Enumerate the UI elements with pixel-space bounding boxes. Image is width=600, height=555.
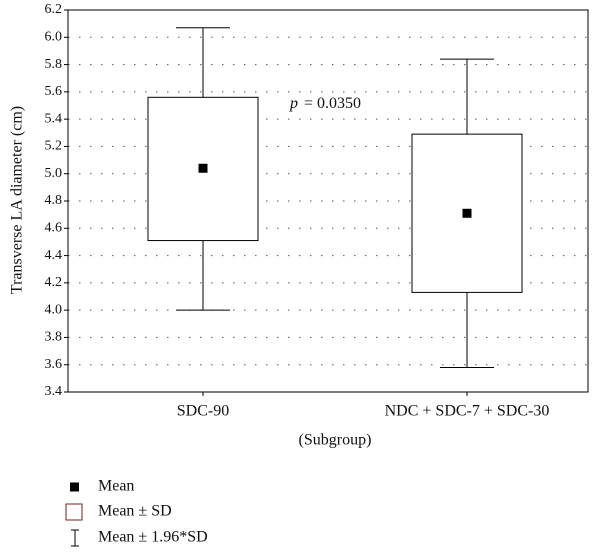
y-tick-label: 4.0 (45, 302, 63, 317)
y-tick-label: 5.8 (45, 57, 63, 72)
y-tick-label: 5.2 (45, 139, 63, 154)
y-tick-label: 6.2 (45, 2, 63, 17)
y-tick-label: 4.8 (45, 193, 63, 208)
y-tick-label: 4.4 (45, 248, 63, 263)
y-tick-label: 3.4 (45, 384, 63, 399)
x-tick-label: NDC + SDC-7 + SDC-30 (385, 403, 550, 420)
y-tick-label: 3.6 (45, 357, 63, 372)
legend-mean-marker (70, 482, 79, 492)
plot-frame (67, 9, 589, 393)
legend-label: Mean ± SD (98, 503, 172, 520)
legend-sd-marker (65, 503, 83, 521)
y-tick-label: 5.0 (45, 166, 63, 181)
y-tick-label: 3.8 (45, 330, 63, 345)
y-tick-label: 5.4 (45, 111, 63, 126)
annotation-text: = 0.0350 (304, 95, 361, 112)
annotation: p = 0.0350 (289, 95, 361, 112)
legend-label: Mean (98, 478, 134, 495)
mean-marker (462, 208, 472, 218)
y-tick-label: 5.6 (45, 84, 63, 99)
x-axis-label: (Subgroup) (299, 432, 372, 449)
y-tick-label: 4.2 (45, 275, 63, 290)
mean-marker (198, 163, 208, 173)
annotation-symbol: p (289, 95, 298, 112)
x-tick-label: SDC-90 (177, 403, 229, 420)
legend-label: Mean ± 1.96*SD (98, 529, 208, 546)
y-tick-label: 4.6 (45, 221, 63, 236)
y-tick-label: 6.0 (45, 30, 63, 45)
legend-ci-marker (71, 529, 79, 547)
y-axis-label: Transverse LA diameter (cm) (9, 106, 26, 294)
